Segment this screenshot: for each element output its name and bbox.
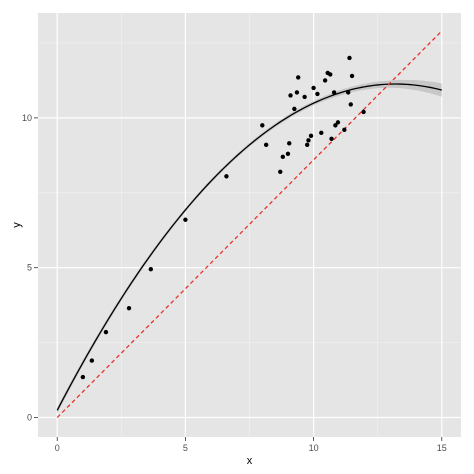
data-point — [103, 329, 109, 335]
data-point — [288, 93, 293, 98]
data-point — [280, 154, 286, 160]
data-point — [311, 85, 316, 91]
data-point — [224, 174, 229, 179]
data-point — [285, 151, 291, 157]
data-point — [342, 127, 347, 133]
y-tick-label: 5 — [27, 263, 32, 273]
data-point — [329, 136, 334, 142]
y-axis-title: y — [11, 222, 23, 228]
y-tick-label: 0 — [27, 413, 32, 423]
smooth-fit-line — [56, 83, 442, 411]
y-tick-label: 10 — [22, 113, 32, 123]
data-point — [349, 73, 355, 79]
axes: 0 5 10 15 0 5 10 — [22, 113, 447, 453]
data-point — [80, 374, 86, 380]
data-point — [302, 94, 307, 100]
data-point — [304, 142, 310, 148]
data-point — [348, 102, 353, 107]
data-point — [183, 217, 188, 222]
data-point — [148, 266, 153, 272]
x-tick-label: 10 — [309, 443, 319, 453]
data-point — [292, 106, 297, 112]
data-point — [322, 78, 328, 83]
data-point — [347, 55, 352, 61]
data-point — [346, 90, 351, 95]
data-point — [333, 123, 338, 128]
x-tick-label: 15 — [437, 443, 447, 453]
x-tick-label: 0 — [55, 443, 60, 453]
data-point — [328, 72, 333, 77]
x-tick-label: 5 — [183, 443, 188, 453]
x-axis-title: x — [247, 455, 253, 467]
data-point — [263, 142, 269, 148]
data-point — [260, 123, 265, 128]
data-points — [80, 55, 366, 380]
data-point — [294, 90, 300, 95]
confidence-band-area — [57, 79, 442, 414]
data-point — [361, 109, 366, 115]
data-point — [306, 138, 311, 143]
data-point — [278, 169, 283, 175]
data-point — [308, 133, 314, 139]
confidence-band — [57, 79, 442, 414]
data-point — [287, 141, 292, 146]
data-point — [319, 130, 324, 136]
data-point — [126, 305, 132, 311]
fit-lines — [56, 30, 443, 418]
data-point — [331, 90, 337, 95]
data-point — [296, 75, 301, 80]
data-point — [89, 358, 95, 363]
data-point — [335, 120, 341, 125]
data-point — [315, 91, 320, 97]
